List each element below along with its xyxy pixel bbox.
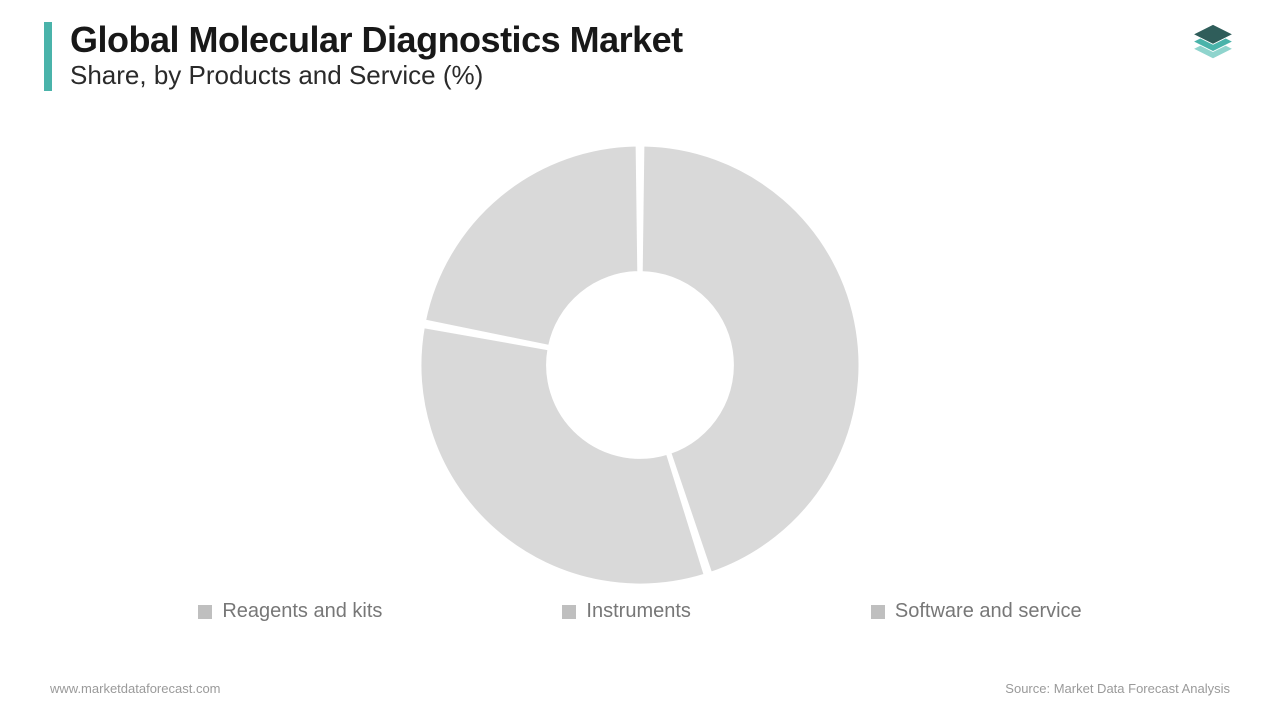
- legend-swatch-icon: [871, 605, 885, 619]
- legend-label: Software and service: [895, 600, 1082, 623]
- chart-wrap: [0, 145, 1280, 585]
- page-title: Global Molecular Diagnostics Market: [70, 22, 683, 58]
- page: Global Molecular Diagnostics Market Shar…: [0, 0, 1280, 720]
- legend: Reagents and kits Instruments Software a…: [0, 600, 1280, 623]
- page-subtitle: Share, by Products and Service (%): [70, 60, 683, 91]
- accent-bar: [44, 22, 52, 91]
- footer-website: www.marketdataforecast.com: [50, 681, 221, 696]
- legend-label: Reagents and kits: [222, 600, 382, 623]
- legend-item-software: Software and service: [871, 600, 1082, 623]
- brand-logo-icon: [1184, 18, 1242, 76]
- title-block: Global Molecular Diagnostics Market Shar…: [44, 22, 683, 91]
- legend-item-instruments: Instruments: [562, 600, 690, 623]
- legend-swatch-icon: [562, 605, 576, 619]
- legend-swatch-icon: [198, 605, 212, 619]
- donut-slice: [420, 327, 705, 585]
- legend-item-reagents: Reagents and kits: [198, 600, 382, 623]
- donut-chart: [420, 145, 860, 585]
- titles: Global Molecular Diagnostics Market Shar…: [70, 22, 683, 91]
- legend-label: Instruments: [586, 600, 690, 623]
- donut-slice: [424, 145, 638, 346]
- footer-source: Source: Market Data Forecast Analysis: [1005, 681, 1230, 696]
